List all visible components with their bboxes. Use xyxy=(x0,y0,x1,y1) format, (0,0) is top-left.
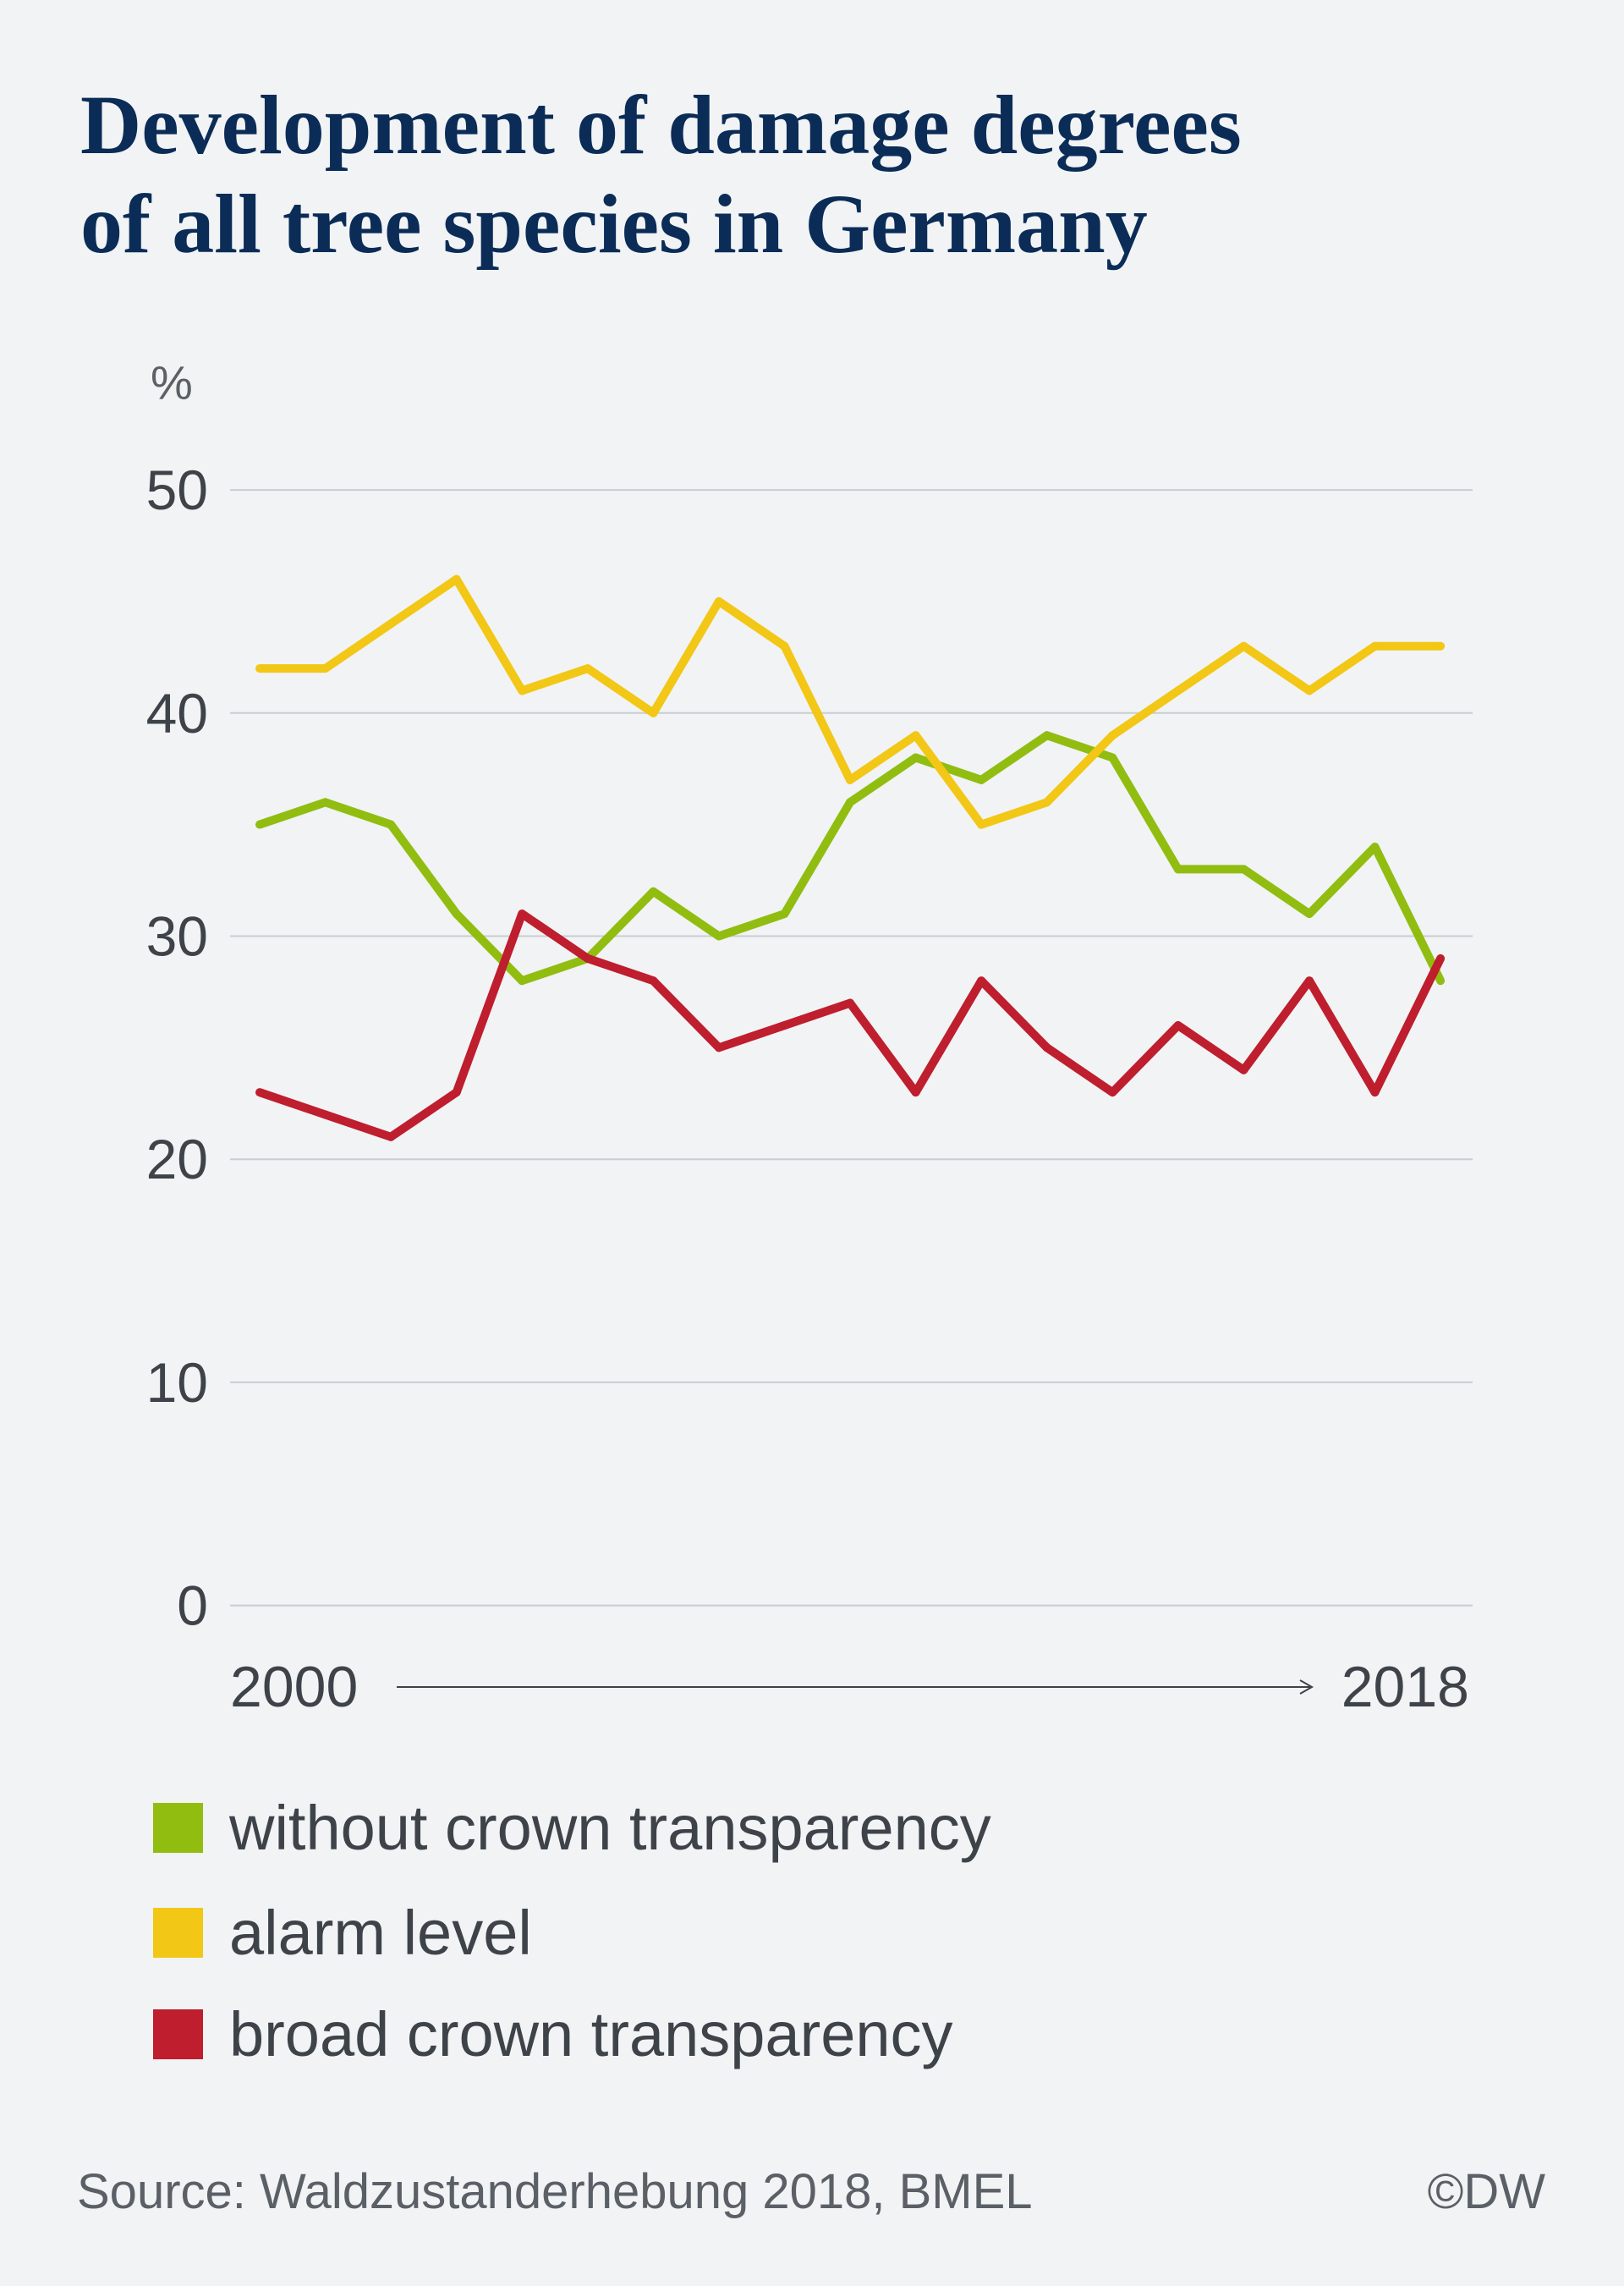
data-point xyxy=(518,976,527,986)
data-point xyxy=(1173,686,1182,695)
legend-item: alarm level xyxy=(153,1897,532,1968)
data-point xyxy=(1436,641,1446,651)
data-point xyxy=(649,887,658,896)
legend-swatch-broad-crown-transparency xyxy=(153,2008,203,2059)
source-note: Source: Waldzustanderhebung 2018, BMEL xyxy=(77,2163,1033,2219)
data-point xyxy=(1305,909,1314,919)
data-point xyxy=(846,798,854,807)
data-point xyxy=(1042,1043,1051,1052)
data-point xyxy=(255,664,264,673)
data-point xyxy=(321,798,330,807)
data-point xyxy=(255,1088,264,1097)
data-point xyxy=(1370,641,1380,651)
data-point xyxy=(649,708,658,717)
data-point xyxy=(714,1043,723,1052)
data-point xyxy=(1108,1088,1117,1097)
data-point xyxy=(452,1088,461,1097)
data-point xyxy=(387,619,396,629)
y-axis-unit-label: % xyxy=(151,356,193,409)
data-point xyxy=(255,820,264,829)
series-broad-crown-transparency xyxy=(255,909,1446,1141)
data-point xyxy=(977,976,986,986)
data-point xyxy=(452,909,461,919)
y-tick-label: 20 xyxy=(146,1128,208,1190)
data-point xyxy=(846,998,854,1008)
data-point xyxy=(1173,865,1182,874)
data-point xyxy=(321,1110,330,1119)
data-point xyxy=(780,909,789,919)
data-point xyxy=(1436,976,1446,986)
copyright-credit: ©DW xyxy=(1427,2163,1545,2219)
y-tick-label: 50 xyxy=(146,459,208,521)
data-point xyxy=(1108,753,1117,762)
series-line-alarm-level xyxy=(260,574,1441,829)
chart-title: Development of damage degrees of all tre… xyxy=(80,78,1242,271)
data-point xyxy=(846,775,854,784)
gridlines xyxy=(230,489,1473,1607)
data-point xyxy=(452,574,461,584)
data-point xyxy=(387,820,396,829)
legend-swatch-without-crown-transparency xyxy=(153,1802,203,1853)
data-point xyxy=(977,775,986,784)
data-point xyxy=(518,686,527,695)
data-point xyxy=(1042,798,1051,807)
footer: Source: Waldzustanderhebung 2018, BMEL ©… xyxy=(77,2157,1545,2225)
data-point xyxy=(780,641,789,651)
data-point xyxy=(1370,843,1380,851)
data-point xyxy=(1305,686,1314,695)
x-axis-start-label: 2000 xyxy=(230,1655,358,1719)
series-line-broad-crown-transparency xyxy=(258,909,1445,1141)
x-axis: 2000 2018 xyxy=(230,1655,1469,1719)
data-point xyxy=(1239,865,1248,874)
legend-label: without crown transparency xyxy=(229,1792,991,1863)
data-point xyxy=(387,1132,396,1141)
legend-label: alarm level xyxy=(229,1897,532,1968)
x-axis-end-label: 2018 xyxy=(1341,1655,1469,1719)
data-point xyxy=(1108,731,1117,740)
legend-swatch-alarm-level xyxy=(153,1907,203,1958)
data-point xyxy=(1305,976,1314,986)
legend-item: broad crown transparency xyxy=(153,1998,953,2069)
data-point xyxy=(780,1021,789,1030)
data-point xyxy=(1370,1088,1380,1097)
data-point xyxy=(1239,641,1248,651)
data-point xyxy=(321,664,330,673)
data-point xyxy=(714,596,723,606)
y-tick-label: 40 xyxy=(146,682,208,745)
y-axis-tick-labels: 0 10 20 30 40 50 xyxy=(146,459,208,1637)
data-point xyxy=(714,931,723,941)
data-point xyxy=(1239,1065,1248,1074)
data-point xyxy=(583,953,592,963)
data-point xyxy=(1436,953,1446,963)
data-point xyxy=(518,909,527,919)
y-tick-label: 30 xyxy=(146,905,208,968)
data-point xyxy=(911,753,920,762)
legend-item: without crown transparency xyxy=(153,1792,991,1863)
data-point xyxy=(977,820,986,829)
data-point xyxy=(649,976,658,986)
y-tick-label: 10 xyxy=(146,1351,208,1414)
y-tick-label: 0 xyxy=(177,1574,208,1637)
data-point xyxy=(911,1088,920,1097)
series-without-crown-transparency xyxy=(255,731,1446,986)
line-chart: % 0 10 20 30 40 50 2000 2018 xyxy=(146,356,1473,1719)
data-point xyxy=(583,664,592,673)
data-point xyxy=(911,731,920,740)
series-alarm-level xyxy=(255,574,1446,829)
legend-label: broad crown transparency xyxy=(229,1998,953,2069)
data-point xyxy=(1042,731,1051,740)
series-lines xyxy=(255,574,1446,1141)
data-point xyxy=(1173,1021,1182,1030)
arrow-right-icon xyxy=(1299,1679,1314,1695)
